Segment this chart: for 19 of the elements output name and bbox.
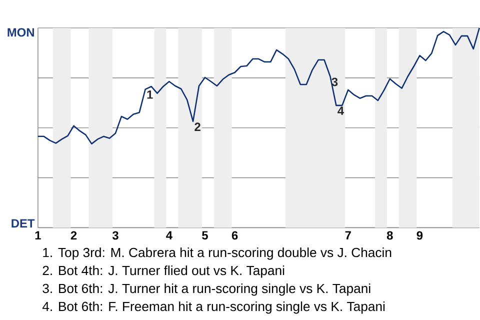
x-tick-label: 2 (70, 231, 77, 240)
annotation: 3 (332, 78, 338, 86)
annotation: 2 (194, 122, 200, 132)
annotation: 4 (338, 106, 344, 116)
text: MON (8, 28, 34, 37)
x-tick-label: 6 (232, 231, 238, 240)
text: 4. Bot 6th: F. Freeman hit a run-scoring single vs K. Tapani (42, 302, 385, 314)
x-tick-label: 5 (202, 231, 208, 240)
annotation: 1 (147, 90, 153, 99)
x-tick-label: 7 (345, 231, 351, 240)
x-tick-label: 9 (416, 231, 423, 240)
x-tick-label: 1 (35, 231, 41, 240)
text: DET (12, 220, 35, 228)
x-tick-label: 3 (112, 231, 118, 240)
text: 2. Bot 4th: J. Turner flied out vs K. Tapani (42, 266, 284, 278)
text: 3. Bot 6th: J. Turner hit a run-scoring single vs K. Tapani (42, 284, 370, 296)
text: 1. Top 3rd: M. Cabrera hit a run-scoring double vs J. Chacin (43, 248, 392, 260)
x-tick-label: 8 (386, 231, 393, 240)
x-tick-label: 4 (166, 231, 172, 240)
